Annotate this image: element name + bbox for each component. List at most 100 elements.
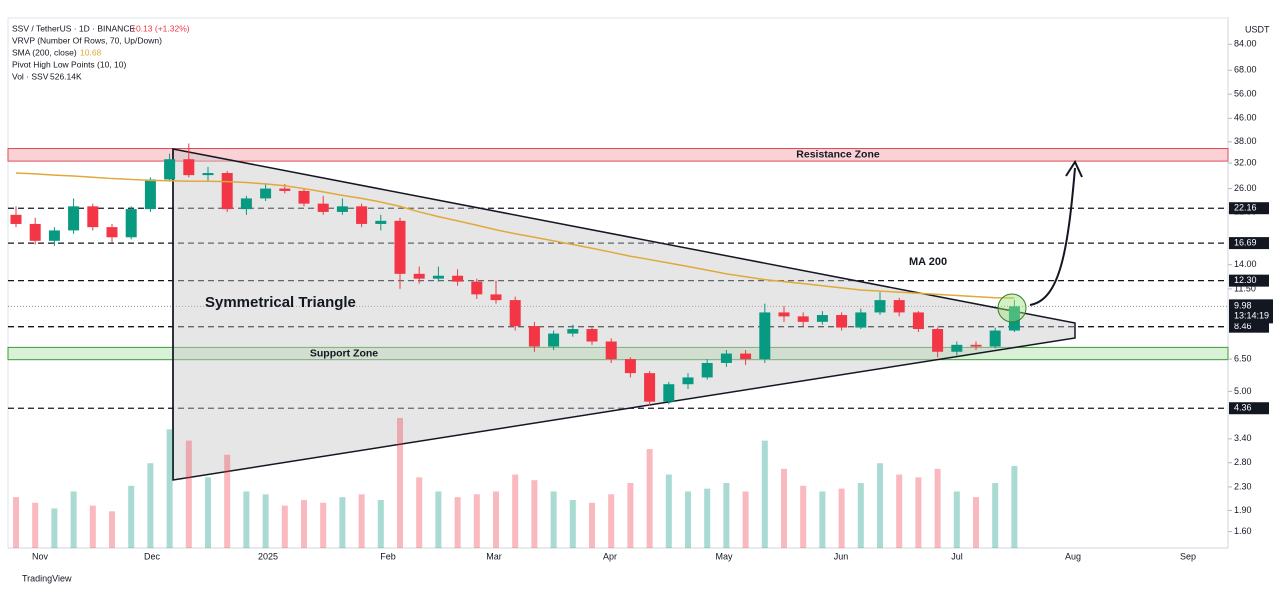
candle-body [778, 312, 790, 317]
ma-label: MA 200 [909, 256, 947, 268]
x-tick-label: May [715, 551, 733, 561]
candle-body [68, 206, 80, 231]
candle-body [29, 223, 41, 241]
level-tag [1229, 202, 1269, 215]
candle-body [394, 220, 406, 274]
x-tick-label: Mar [486, 551, 502, 561]
volume-bar [32, 502, 39, 548]
candle-body [183, 159, 195, 176]
legend-volume: Vol · SSV [12, 71, 49, 81]
candle-body [797, 316, 809, 322]
candle-body [624, 359, 636, 374]
y-tick-label: 56.00 [1234, 89, 1257, 99]
candle-body [336, 206, 348, 212]
y-tick-label: 84.00 [1234, 39, 1257, 49]
x-tick-label: Apr [603, 551, 617, 561]
volume-bar [358, 494, 365, 548]
candle-body [548, 333, 560, 347]
volume-bar [512, 474, 519, 548]
candle-body [413, 273, 425, 279]
candle-body [682, 377, 694, 385]
volume-bar [781, 468, 787, 548]
legend-vrvp: VRVP (Number Of Rows, 70, Up/Down) [12, 35, 162, 45]
y-tick-label: 68.00 [1234, 65, 1257, 75]
y-tick-label: 14.00 [1234, 259, 1257, 269]
support-zone-label: Support Zone [310, 347, 378, 359]
candle-body [701, 362, 713, 378]
x-tick-label: 2025 [258, 551, 278, 561]
candle-body [164, 159, 176, 180]
volume-bar [454, 497, 461, 548]
candle-body [605, 341, 617, 360]
candle-body [125, 209, 137, 238]
level-tag [1229, 320, 1269, 333]
volume-bar [109, 511, 115, 548]
y-tick-label: 32.00 [1234, 157, 1257, 167]
volume-bar [70, 491, 77, 548]
candle-body [567, 329, 579, 334]
candle-body [260, 188, 272, 199]
candle-body [893, 300, 905, 313]
level-label: 8.46 [1234, 321, 1252, 331]
candle-body [87, 206, 99, 228]
volume-bar [992, 483, 999, 548]
volume-bar [550, 491, 557, 548]
countdown-label: 13:14:19 [1234, 311, 1269, 321]
volume-bar [742, 491, 749, 548]
legend-volume-value: 526.14K [50, 71, 82, 81]
x-tick-label: Aug [1065, 551, 1081, 561]
candle-body [951, 344, 963, 352]
candle-body [144, 179, 156, 210]
candle-body [528, 326, 540, 347]
candle-body [816, 315, 828, 322]
x-tick-label: Jun [834, 551, 849, 561]
volume-bar [589, 502, 595, 548]
volume-bar [838, 488, 845, 548]
candle-body [106, 227, 118, 238]
volume-bar [397, 418, 403, 548]
y-tick-label: 5.00 [1234, 386, 1252, 396]
volume-bar [608, 494, 615, 548]
candle-body [279, 188, 291, 191]
legend-sma: SMA (200, close) [12, 47, 77, 57]
x-tick-label: Feb [380, 551, 396, 561]
volume-bar [646, 449, 653, 548]
volume-bar [224, 454, 231, 548]
volume-bar [877, 463, 883, 548]
volume-bar [761, 440, 768, 548]
volume-bar [166, 429, 173, 548]
volume-bar [339, 497, 346, 548]
breakout-circle [997, 293, 1027, 323]
volume-bar [435, 491, 442, 548]
candle-body [471, 281, 483, 295]
zones [7, 148, 1229, 409]
candle-body [490, 294, 502, 301]
level-label: 16.69 [1234, 237, 1257, 247]
candle-body [452, 275, 464, 282]
y-tick-label: 1.90 [1234, 505, 1252, 515]
volume-bar [973, 497, 979, 548]
volume-bar [473, 494, 480, 548]
legend-symbol: SSV / TetherUS · 1D · BINANCE [12, 23, 135, 33]
x-tick-label: Jul [951, 551, 963, 561]
arrow-head [1065, 159, 1083, 178]
x-tick-label: Nov [32, 551, 49, 561]
volume-bar [953, 491, 960, 548]
candle-body [912, 312, 924, 330]
candle-body [720, 353, 732, 363]
y-tick-label: 38.00 [1234, 136, 1257, 146]
volume-bar [416, 477, 423, 548]
volume-bar [493, 491, 499, 548]
series: Resistance Zone Support Zone [10, 143, 1020, 548]
y-tick-label: 6.50 [1234, 353, 1252, 363]
volume-bar [896, 474, 903, 548]
candle-body [836, 315, 848, 328]
candle-body [663, 384, 675, 402]
resistance-zone [7, 148, 1229, 162]
sma-line [15, 172, 1015, 299]
volume-bar [569, 499, 576, 548]
y-tick-label: 46.00 [1234, 113, 1257, 123]
legend-change: +0.13 (+1.32%) [131, 23, 190, 33]
